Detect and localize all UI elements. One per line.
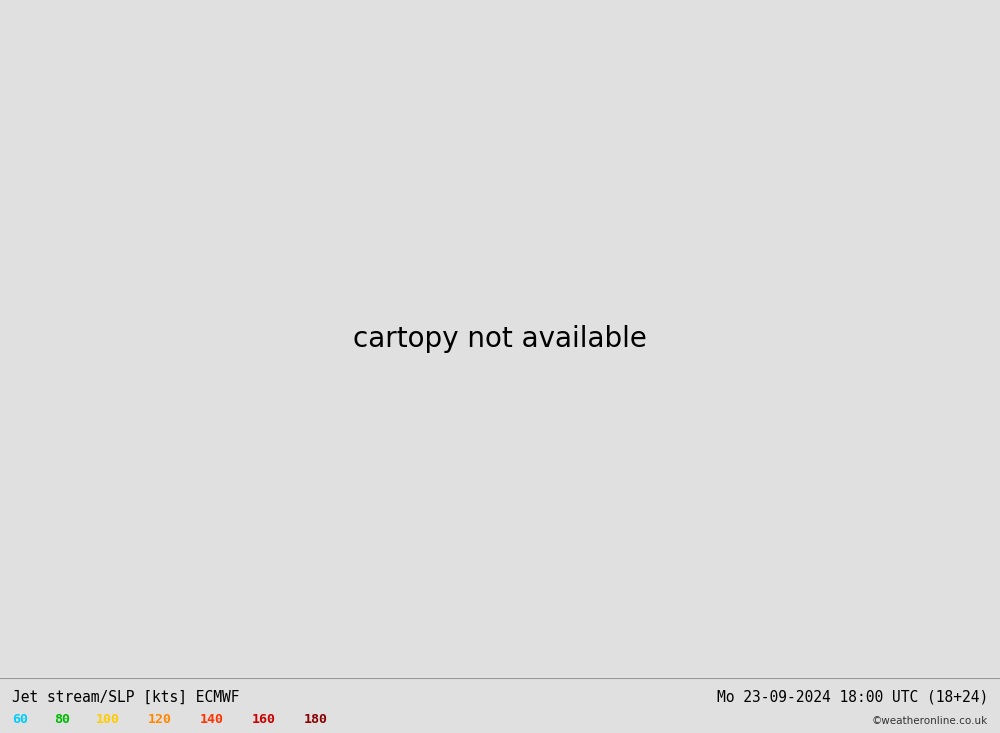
Text: 120: 120 xyxy=(148,713,172,726)
Text: Jet stream/SLP [kts] ECMWF: Jet stream/SLP [kts] ECMWF xyxy=(12,690,240,704)
Text: 100: 100 xyxy=(96,713,120,726)
Text: 60: 60 xyxy=(12,713,28,726)
Text: 80: 80 xyxy=(54,713,70,726)
Text: 180: 180 xyxy=(304,713,328,726)
Text: 160: 160 xyxy=(252,713,276,726)
Text: 140: 140 xyxy=(200,713,224,726)
Text: cartopy not available: cartopy not available xyxy=(353,325,647,353)
Text: Mo 23-09-2024 18:00 UTC (18+24): Mo 23-09-2024 18:00 UTC (18+24) xyxy=(717,690,988,704)
Text: ©weatheronline.co.uk: ©weatheronline.co.uk xyxy=(872,716,988,726)
